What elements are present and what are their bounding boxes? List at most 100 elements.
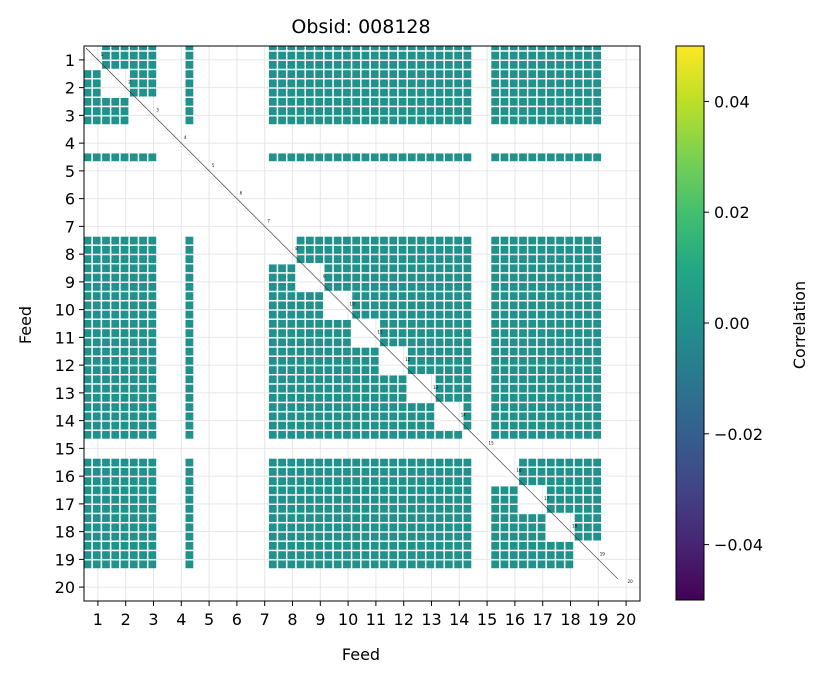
colorbar-tick-label: 0.02 [714, 203, 750, 222]
heatmap-cell [537, 60, 546, 69]
heatmap-cell [185, 560, 194, 569]
heatmap-cell [583, 356, 592, 365]
heatmap-cell [139, 51, 147, 60]
heatmap-cell [407, 310, 416, 319]
heatmap-cell [380, 319, 388, 328]
heatmap-cell [84, 393, 92, 402]
heatmap-cell [148, 504, 157, 513]
heatmap-cell [315, 79, 324, 88]
heatmap-cell [509, 319, 518, 328]
heatmap-cell [426, 273, 435, 282]
heatmap-cell [426, 310, 435, 319]
heatmap-cell [583, 70, 592, 78]
heatmap-cell [389, 60, 398, 69]
heatmap-cell [444, 292, 453, 300]
heatmap-cell [333, 514, 342, 522]
heatmap-cell [120, 560, 129, 569]
heatmap-cell [296, 97, 305, 106]
heatmap-cell [305, 504, 314, 513]
heatmap-cell [129, 421, 138, 430]
heatmap-cell [574, 532, 583, 541]
heatmap-cell [74, 459, 82, 467]
heatmap-cell [435, 560, 444, 569]
heatmap-cell [343, 504, 351, 513]
heatmap-cell [268, 486, 277, 495]
heatmap-cell [305, 366, 314, 374]
heatmap-cell [102, 375, 110, 384]
heatmap-cell [593, 51, 602, 60]
heatmap-cell [463, 245, 472, 254]
heatmap-cell [491, 541, 500, 550]
heatmap-cell [435, 514, 444, 522]
heatmap-cell [528, 236, 537, 245]
heatmap-cell [389, 236, 398, 245]
heatmap-cell [333, 51, 342, 60]
heatmap-cell [361, 292, 370, 300]
heatmap-cell [361, 430, 370, 439]
heatmap-cell [509, 107, 518, 115]
heatmap-cell [287, 273, 296, 282]
heatmap-cell [129, 301, 138, 310]
heatmap-cell [491, 384, 500, 393]
heatmap-cell [343, 116, 351, 125]
heatmap-cell [546, 477, 555, 485]
heatmap-cell [129, 486, 138, 495]
heatmap-cell [417, 292, 425, 300]
heatmap-cell [417, 264, 425, 273]
heatmap-cell [546, 116, 555, 125]
heatmap-cell [185, 477, 194, 485]
heatmap-cell [333, 495, 342, 504]
heatmap-cell [426, 301, 435, 310]
heatmap-cell [278, 107, 286, 115]
heatmap-cell [407, 514, 416, 522]
heatmap-cell [463, 477, 472, 485]
heatmap-cell [435, 116, 444, 125]
heatmap-cell [528, 60, 537, 69]
heatmap-cell [268, 97, 277, 106]
heatmap-cell [268, 356, 277, 365]
heatmap-cell [426, 458, 435, 467]
heatmap-cell [343, 393, 351, 402]
heatmap-cell [574, 70, 583, 78]
heatmap-cell [287, 514, 296, 522]
heatmap-cell [556, 255, 564, 263]
heatmap-cell [546, 264, 555, 273]
heatmap-cell [583, 467, 592, 476]
heatmap-cell [380, 301, 388, 310]
heatmap-cell [500, 430, 509, 439]
heatmap-cell [148, 393, 157, 402]
heatmap-cell [129, 541, 138, 550]
heatmap-cell [129, 292, 138, 300]
heatmap-cell [574, 273, 583, 282]
heatmap-cell [352, 236, 361, 245]
heatmap-cell [84, 255, 92, 263]
heatmap-cell [111, 245, 120, 254]
heatmap-cell [380, 79, 388, 88]
heatmap-cell [278, 301, 286, 310]
heatmap-cell [287, 46, 296, 51]
heatmap-cell [583, 319, 592, 328]
colorbar-tick-label: 0.00 [714, 314, 750, 333]
heatmap-cell [444, 393, 453, 402]
heatmap-cell [148, 495, 157, 504]
heatmap-cell [352, 264, 361, 273]
heatmap-cell [593, 236, 602, 245]
heatmap-cell [500, 523, 509, 532]
heatmap-cell [305, 393, 314, 402]
heatmap-cell [92, 116, 101, 125]
heatmap-cell [102, 532, 110, 541]
heatmap-cell [407, 551, 416, 559]
heatmap-cell [185, 273, 194, 282]
heatmap-cell [454, 301, 463, 310]
heatmap-cell [509, 356, 518, 365]
heatmap-cell [305, 477, 314, 485]
x-tick-label: 1 [93, 610, 103, 629]
heatmap-cell [491, 504, 500, 513]
diagonal-feed-label: 7 [267, 218, 270, 223]
heatmap-cell [102, 46, 110, 51]
heatmap-cell [454, 366, 463, 374]
heatmap-cell [426, 60, 435, 69]
heatmap-cell [315, 356, 324, 365]
heatmap-cell [463, 236, 472, 245]
heatmap-cell [305, 541, 314, 550]
